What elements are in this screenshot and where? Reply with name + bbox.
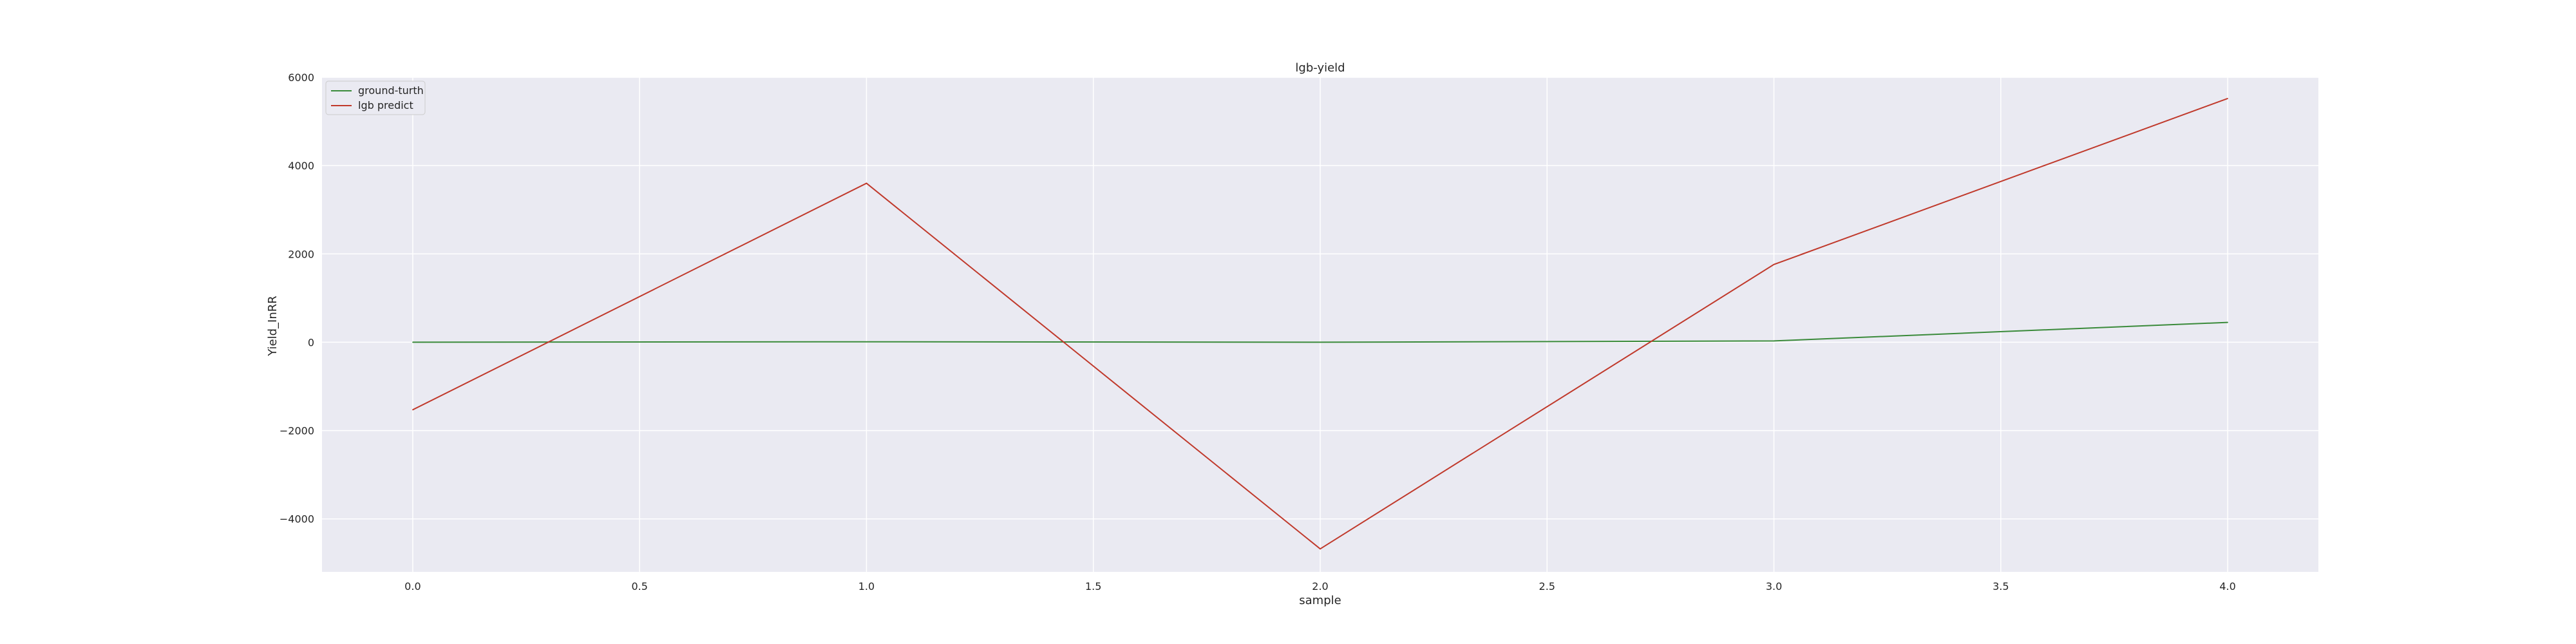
x-tick-label: 3.0: [1766, 580, 1782, 592]
data-point-lgb-predict: [1773, 263, 1775, 265]
x-tick-label: 2.5: [1539, 580, 1555, 592]
y-tick-label: −2000: [279, 425, 314, 437]
data-point-lgb-predict: [2227, 98, 2228, 99]
y-tick-label: 4000: [288, 160, 314, 172]
data-point-ground-turth: [1320, 341, 1321, 343]
x-tick-label: 1.0: [858, 580, 875, 592]
y-tick-label: 6000: [288, 71, 314, 84]
data-point-ground-turth: [866, 341, 867, 343]
y-tick-label: 2000: [288, 248, 314, 260]
legend-label-lgb-predict: lgb predict: [358, 99, 413, 111]
x-axis-label: sample: [1299, 594, 1341, 607]
chart-title: lgb-yield: [1295, 61, 1345, 75]
data-point-ground-turth: [2227, 321, 2228, 323]
data-point-lgb-predict: [866, 182, 867, 184]
data-point-ground-turth: [412, 341, 413, 343]
gridlines: [322, 77, 2318, 572]
series-layer: [412, 97, 2228, 550]
data-point-ground-turth: [1773, 340, 1775, 342]
x-tick-label: 1.5: [1085, 580, 1101, 592]
y-axis-label: Yield_InRR: [266, 296, 279, 357]
tick-labels: 0.0 0.5 1.0 1.5 2.0 2.5 3.0 3.5 4.0 −4000 −2000 0 20…: [279, 71, 2236, 592]
data-point-lgb-predict: [412, 409, 413, 411]
legend-label-ground-turth: ground-turth: [358, 84, 424, 97]
data-point-lgb-predict: [1320, 548, 1321, 550]
y-tick-label: −4000: [279, 513, 314, 526]
y-tick-label: 0: [308, 336, 314, 348]
x-tick-label: 0.0: [404, 580, 421, 592]
legend: ground-turth lgb predict: [325, 80, 426, 115]
x-tick-label: 4.0: [2219, 580, 2235, 592]
x-tick-label: 3.5: [1993, 580, 2009, 592]
x-tick-label: 0.5: [631, 580, 647, 592]
x-tick-label: 2.0: [1312, 580, 1328, 592]
